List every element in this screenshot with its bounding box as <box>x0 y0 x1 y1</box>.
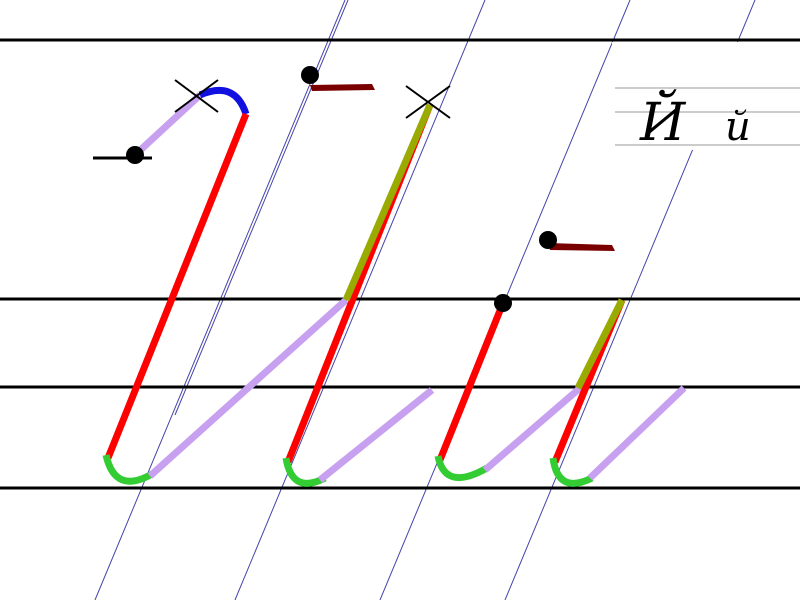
upper-letter <box>102 86 435 487</box>
sample-box: Й й <box>612 42 800 153</box>
sample-upper: Й <box>639 89 687 153</box>
lower-letter <box>434 298 687 487</box>
cross-marks <box>174 79 451 119</box>
ruling-lines <box>0 38 800 490</box>
start-marks <box>93 66 615 312</box>
sample-lower: й <box>725 104 751 150</box>
